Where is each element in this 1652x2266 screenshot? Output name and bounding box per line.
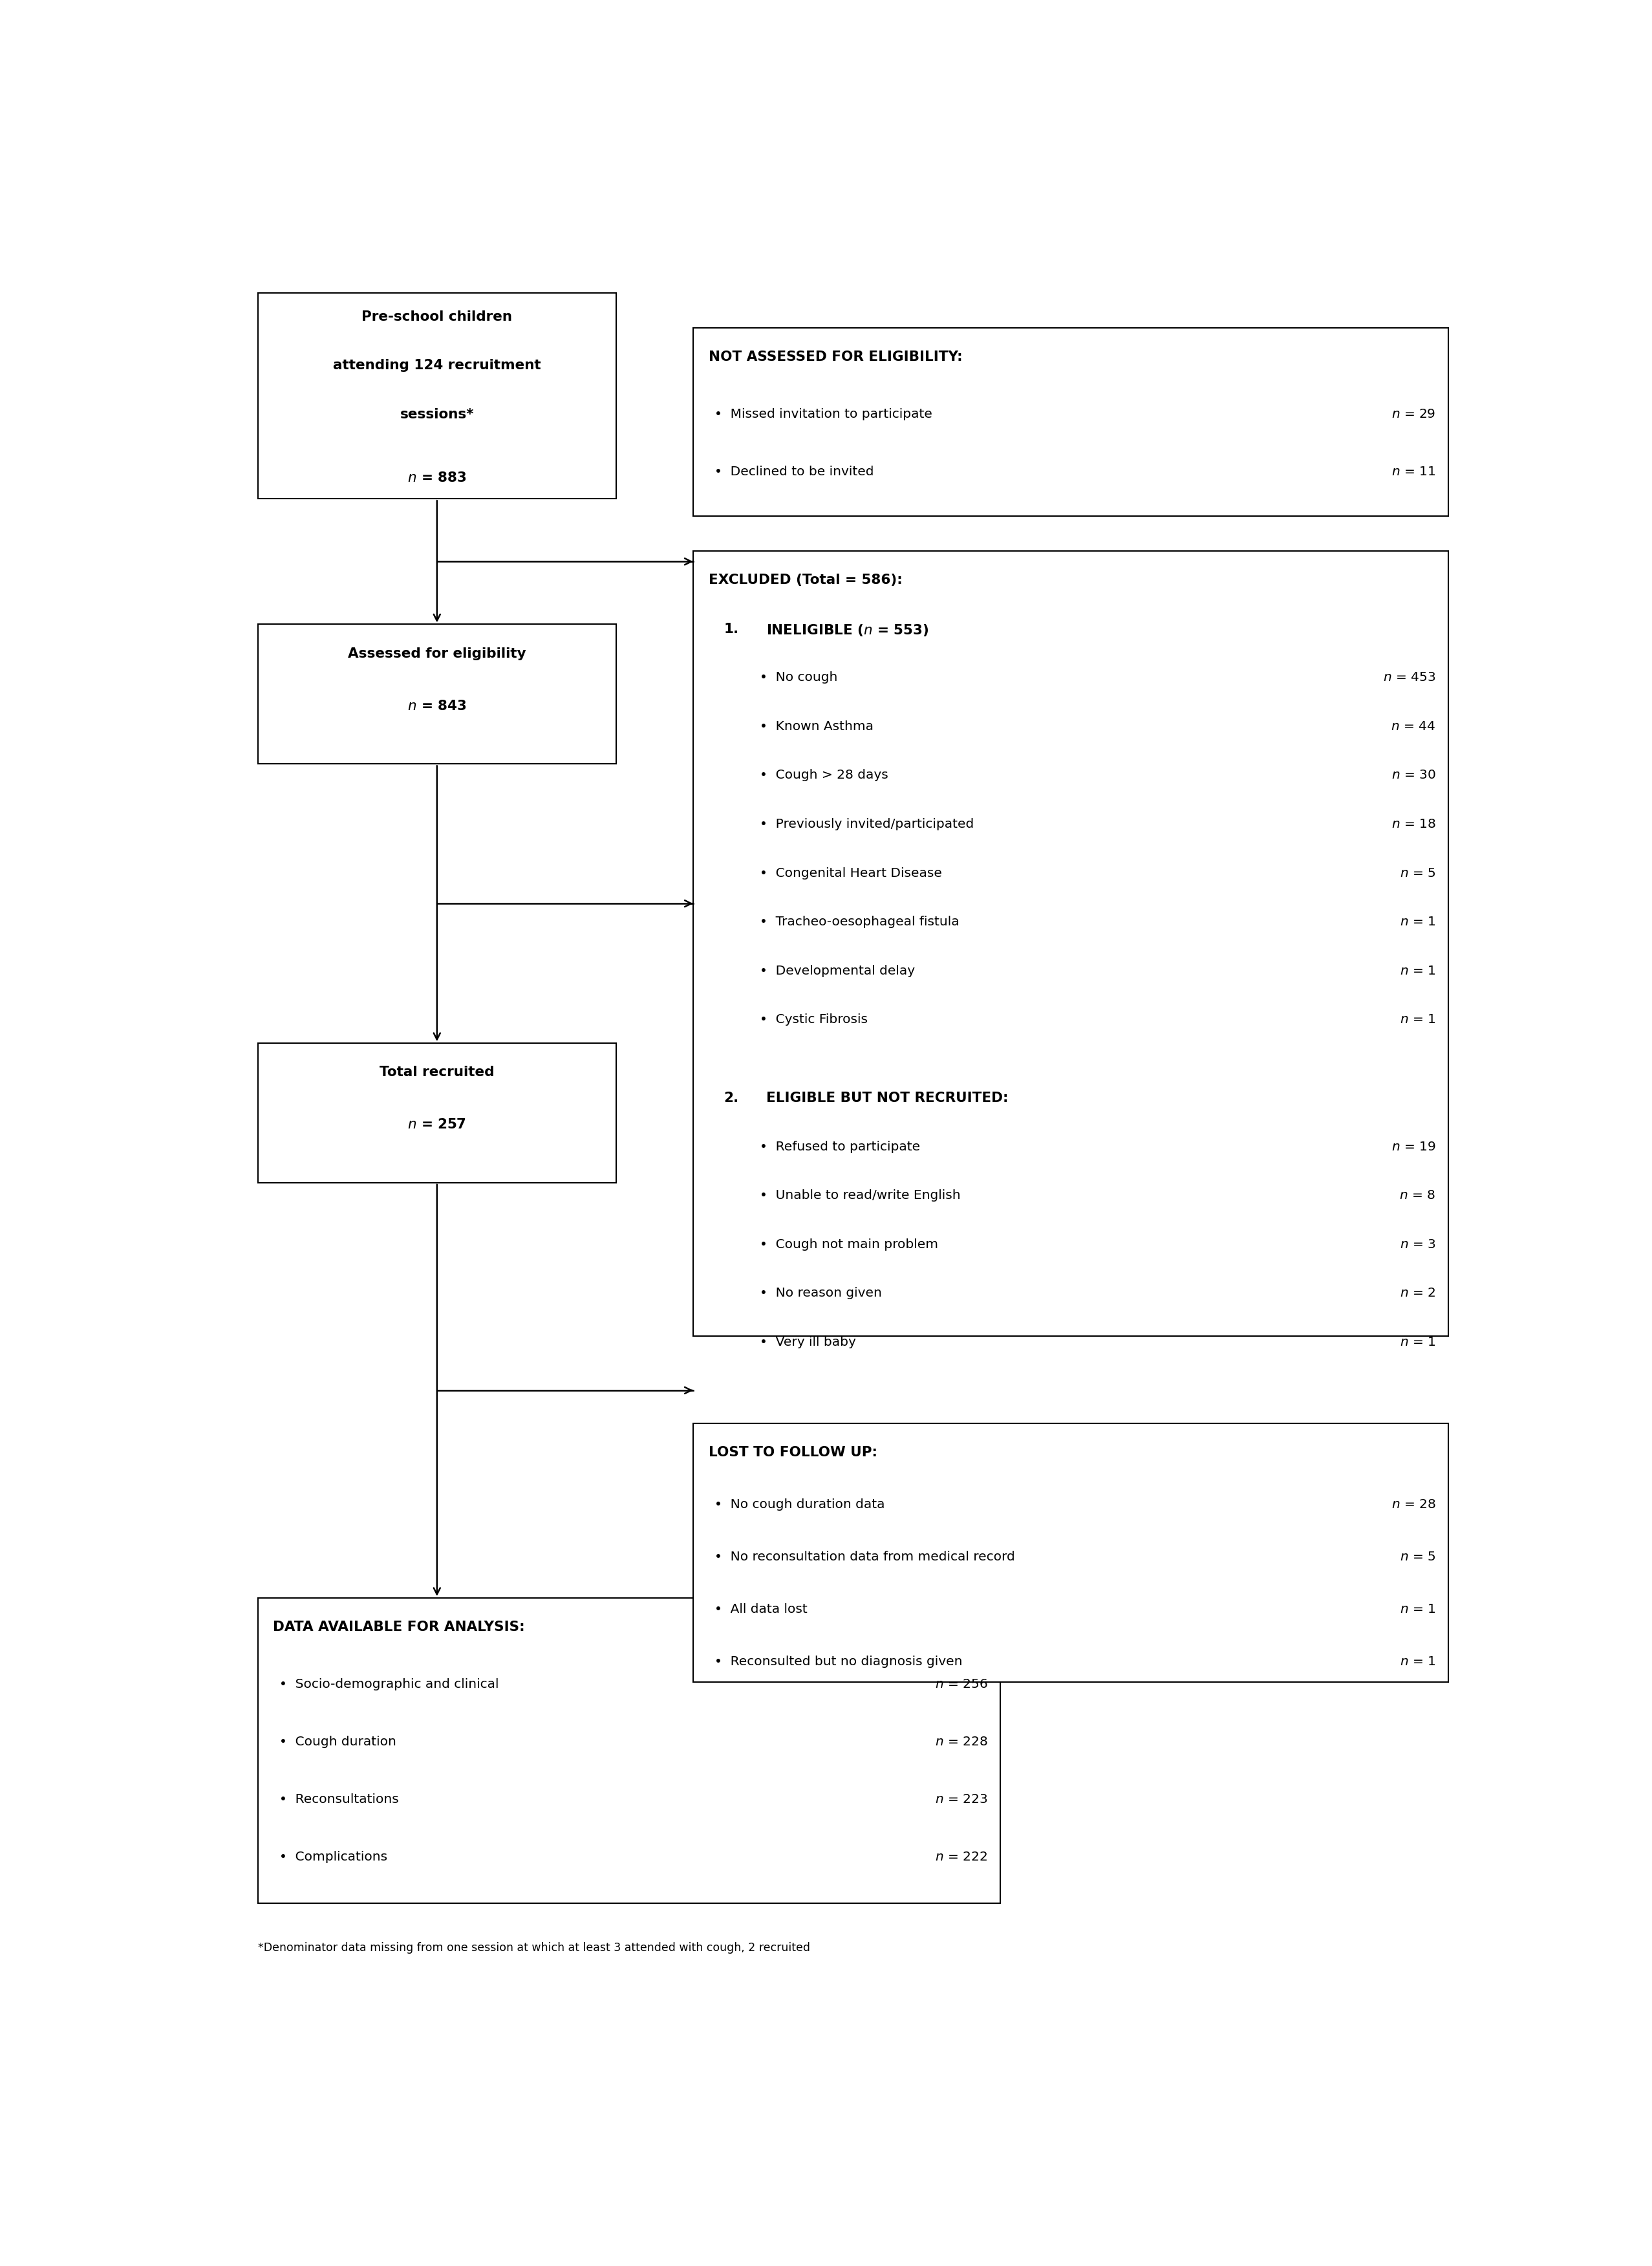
Text: $n$ = 18: $n$ = 18 — [1391, 818, 1436, 829]
Text: DATA AVAILABLE FOR ANALYSIS:: DATA AVAILABLE FOR ANALYSIS: — [273, 1620, 525, 1634]
Text: •  Cough duration: • Cough duration — [279, 1736, 396, 1747]
Text: $n$ = 843: $n$ = 843 — [408, 700, 466, 712]
Bar — [258, 1042, 616, 1183]
Text: Assessed for eligibility: Assessed for eligibility — [349, 648, 525, 659]
Bar — [258, 292, 616, 499]
Text: $n$ = 228: $n$ = 228 — [935, 1736, 988, 1747]
Text: $n$ = 28: $n$ = 28 — [1391, 1498, 1436, 1511]
Bar — [694, 551, 1449, 1337]
Text: $n$ = 5: $n$ = 5 — [1399, 868, 1436, 879]
Text: •  No reason given: • No reason given — [760, 1287, 882, 1298]
Text: $n$ = 1: $n$ = 1 — [1399, 1013, 1436, 1026]
Text: $n$ = 257: $n$ = 257 — [408, 1117, 466, 1131]
Text: $n$ = 3: $n$ = 3 — [1399, 1237, 1436, 1251]
Text: •  Missed invitation to participate: • Missed invitation to participate — [715, 408, 933, 419]
Text: •  Unable to read/write English: • Unable to read/write English — [760, 1190, 960, 1201]
Text: INELIGIBLE ($n$ = 553): INELIGIBLE ($n$ = 553) — [767, 623, 928, 637]
Text: Total recruited: Total recruited — [380, 1065, 494, 1079]
Text: •  Declined to be invited: • Declined to be invited — [715, 465, 874, 478]
Text: •  Cough not main problem: • Cough not main problem — [760, 1237, 938, 1251]
Text: attending 124 recruitment: attending 124 recruitment — [334, 360, 540, 372]
Text: $n$ = 883: $n$ = 883 — [408, 471, 466, 485]
Text: $n$ = 30: $n$ = 30 — [1391, 768, 1436, 782]
Text: $n$ = 1: $n$ = 1 — [1399, 965, 1436, 977]
Text: ELIGIBLE BUT NOT RECRUITED:: ELIGIBLE BUT NOT RECRUITED: — [767, 1092, 1008, 1104]
Text: •  Congenital Heart Disease: • Congenital Heart Disease — [760, 868, 942, 879]
Text: •  Tracheo-oesophageal fistula: • Tracheo-oesophageal fistula — [760, 915, 960, 929]
Bar — [258, 1598, 999, 1903]
Text: $n$ = 5: $n$ = 5 — [1399, 1550, 1436, 1564]
Text: $n$ = 222: $n$ = 222 — [935, 1851, 988, 1863]
Text: •  Reconsultations: • Reconsultations — [279, 1792, 398, 1806]
Text: $n$ = 1: $n$ = 1 — [1399, 1604, 1436, 1616]
Bar — [694, 1423, 1449, 1681]
Bar — [258, 625, 616, 764]
Text: $n$ = 44: $n$ = 44 — [1391, 721, 1436, 732]
Text: $n$ = 11: $n$ = 11 — [1391, 465, 1436, 478]
Text: •  Refused to participate: • Refused to participate — [760, 1140, 920, 1153]
Text: $n$ = 2: $n$ = 2 — [1399, 1287, 1436, 1298]
Text: •  Cystic Fibrosis: • Cystic Fibrosis — [760, 1013, 867, 1026]
Text: •  Reconsulted but no diagnosis given: • Reconsulted but no diagnosis given — [715, 1656, 963, 1668]
Text: EXCLUDED (Total = 586):: EXCLUDED (Total = 586): — [709, 573, 902, 587]
Text: •  Previously invited/participated: • Previously invited/participated — [760, 818, 973, 829]
Text: •  No cough: • No cough — [760, 671, 838, 684]
Text: 2.: 2. — [724, 1092, 738, 1104]
Text: Pre-school children: Pre-school children — [362, 310, 512, 324]
Text: •  Very ill baby: • Very ill baby — [760, 1337, 856, 1348]
Text: sessions*: sessions* — [400, 408, 474, 421]
Text: $n$ = 1: $n$ = 1 — [1399, 1656, 1436, 1668]
Text: $n$ = 453: $n$ = 453 — [1383, 671, 1436, 684]
Text: •  No reconsultation data from medical record: • No reconsultation data from medical re… — [715, 1550, 1016, 1564]
Text: $n$ = 1: $n$ = 1 — [1399, 1337, 1436, 1348]
Text: $n$ = 1: $n$ = 1 — [1399, 915, 1436, 929]
Bar — [694, 329, 1449, 517]
Text: *Denominator data missing from one session at which at least 3 attended with cou: *Denominator data missing from one sessi… — [258, 1942, 809, 1953]
Text: •  Developmental delay: • Developmental delay — [760, 965, 915, 977]
Text: $n$ = 29: $n$ = 29 — [1391, 408, 1436, 419]
Text: •  Known Asthma: • Known Asthma — [760, 721, 874, 732]
Text: •  Cough > 28 days: • Cough > 28 days — [760, 768, 889, 782]
Text: $n$ = 8: $n$ = 8 — [1399, 1190, 1436, 1201]
Text: $n$ = 223: $n$ = 223 — [935, 1792, 988, 1806]
Text: LOST TO FOLLOW UP:: LOST TO FOLLOW UP: — [709, 1446, 877, 1459]
Text: •  No cough duration data: • No cough duration data — [715, 1498, 885, 1511]
Text: •  Socio-demographic and clinical: • Socio-demographic and clinical — [279, 1679, 499, 1690]
Text: $n$ = 19: $n$ = 19 — [1391, 1140, 1436, 1153]
Text: •  Complications: • Complications — [279, 1851, 388, 1863]
Text: •  All data lost: • All data lost — [715, 1604, 808, 1616]
Text: 1.: 1. — [724, 623, 738, 634]
Text: $n$ = 256: $n$ = 256 — [935, 1679, 988, 1690]
Text: NOT ASSESSED FOR ELIGIBILITY:: NOT ASSESSED FOR ELIGIBILITY: — [709, 351, 961, 363]
